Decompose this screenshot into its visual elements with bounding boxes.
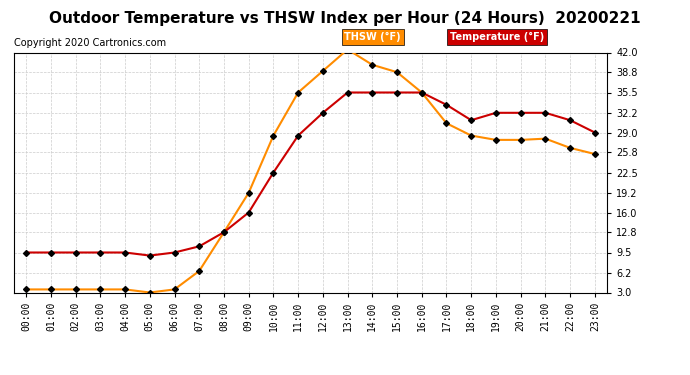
- Text: Temperature (°F): Temperature (°F): [451, 32, 544, 42]
- Text: THSW (°F): THSW (°F): [344, 32, 401, 42]
- Text: Outdoor Temperature vs THSW Index per Hour (24 Hours)  20200221: Outdoor Temperature vs THSW Index per Ho…: [49, 11, 641, 26]
- Text: Copyright 2020 Cartronics.com: Copyright 2020 Cartronics.com: [14, 38, 166, 48]
